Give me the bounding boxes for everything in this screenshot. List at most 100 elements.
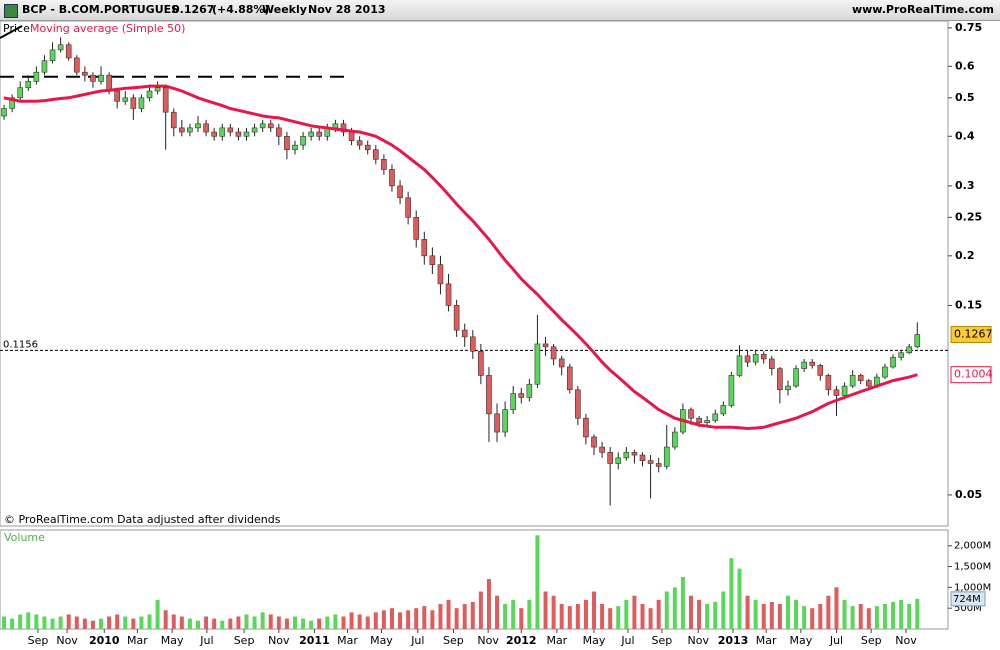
legend-ma: Moving average (Simple 50) [30, 22, 185, 35]
volume-bar [769, 601, 774, 629]
volume-bar [592, 591, 597, 629]
candle-body [712, 413, 719, 421]
candle-body [162, 87, 169, 113]
y-tick-label: 0.75 [955, 21, 982, 34]
candle-body [82, 71, 88, 76]
icon [4, 4, 18, 18]
candle-body [1, 108, 7, 117]
x-tick-label: Jul [829, 634, 843, 647]
drawn-stroke [0, 25, 23, 39]
candle-body [494, 413, 500, 433]
x-tick-label: Nov [56, 634, 78, 647]
volume-bar [656, 599, 661, 629]
volume-bar [74, 616, 79, 629]
candle-body [138, 97, 145, 109]
candle-body [292, 144, 298, 151]
volume-bar [301, 618, 306, 629]
candle-body [550, 346, 557, 360]
volume-bar [389, 608, 394, 629]
candle-body [583, 417, 589, 438]
x-tick-label: May [370, 634, 393, 647]
symbol: BCP - B.COM.PORTUGUES [22, 3, 180, 16]
volume-bar [874, 606, 879, 629]
volume-bar [244, 614, 249, 629]
candle-body [793, 368, 799, 387]
volume-bar [826, 595, 831, 629]
reference-label: 0.1156 [3, 339, 38, 350]
volume-bar [349, 612, 354, 629]
candle-body [461, 329, 468, 338]
candle-body [9, 97, 15, 109]
candle-body [364, 144, 371, 151]
volume-bar [422, 606, 427, 629]
candle-body [728, 375, 735, 406]
candle-body [106, 74, 112, 92]
candle-body [663, 446, 670, 467]
volume-bar [398, 612, 403, 629]
candle-body [672, 431, 678, 448]
volume-bar [470, 601, 475, 629]
site: www.ProRealTime.com [851, 3, 994, 16]
x-tick-label: May [790, 634, 813, 647]
volume-bar [325, 616, 330, 629]
candle-body [809, 361, 816, 366]
candle-body [332, 123, 339, 129]
volume-bar [123, 616, 128, 629]
x-tick-label: Sep [28, 634, 49, 647]
candle-body [429, 255, 436, 265]
candle-body [187, 127, 193, 133]
candle-body [882, 366, 888, 378]
candle-body [785, 385, 791, 391]
volume-bar [236, 616, 241, 629]
x-tick-label: 2011 [299, 634, 330, 647]
x-tick-label: Sep [443, 634, 464, 647]
candle-body [251, 127, 258, 133]
candle-body [857, 375, 864, 381]
last-volume: 724M [953, 594, 981, 605]
candle-body [170, 111, 177, 129]
header-bar: BCP - B.COM.PORTUGUES 0.1267 (+4.88%) We… [0, 0, 1000, 21]
volume-bar [705, 604, 710, 629]
x-tick-label: Nov [268, 634, 290, 647]
volume-bar [139, 616, 144, 629]
volume-bar [414, 608, 419, 629]
volume-bar [818, 604, 823, 629]
volume-bar [850, 606, 855, 629]
volume-bar [891, 601, 896, 629]
volume-bar [82, 618, 87, 629]
volume-bar [697, 599, 702, 629]
volume-bar [486, 579, 491, 629]
x-tick-label: Jul [620, 634, 634, 647]
x-tick-label: May [583, 634, 606, 647]
candle-body [211, 131, 217, 137]
candle-body [825, 375, 832, 391]
candle-body [98, 74, 104, 82]
volume-bar [664, 591, 669, 629]
volume-bar [551, 595, 556, 629]
candle-body [130, 97, 137, 109]
volume-bar [10, 618, 15, 629]
volume-tick-label: 1,000M [954, 582, 991, 593]
x-tick-label: Nov [688, 634, 710, 647]
volume-bar [187, 618, 192, 629]
candle-body [453, 305, 460, 331]
volume-bar [252, 616, 257, 629]
candle-body [389, 169, 395, 187]
candle-body [284, 135, 290, 151]
volume-bar [503, 604, 508, 629]
candle-body [405, 197, 411, 218]
candle-body [478, 350, 484, 376]
candle-body [41, 60, 48, 73]
volume-bar [204, 616, 209, 629]
change: (+4.88%) [212, 3, 270, 16]
candle-body [25, 81, 32, 89]
candle-body [308, 131, 314, 137]
candle-body [316, 131, 323, 137]
volume-bar [220, 620, 225, 629]
volume-bar [196, 620, 201, 629]
candle-body [502, 409, 508, 433]
volume-bar [66, 614, 71, 629]
volume-tick-label: 500M [954, 603, 982, 614]
volume-bar [365, 616, 370, 629]
candle-body [898, 352, 904, 358]
